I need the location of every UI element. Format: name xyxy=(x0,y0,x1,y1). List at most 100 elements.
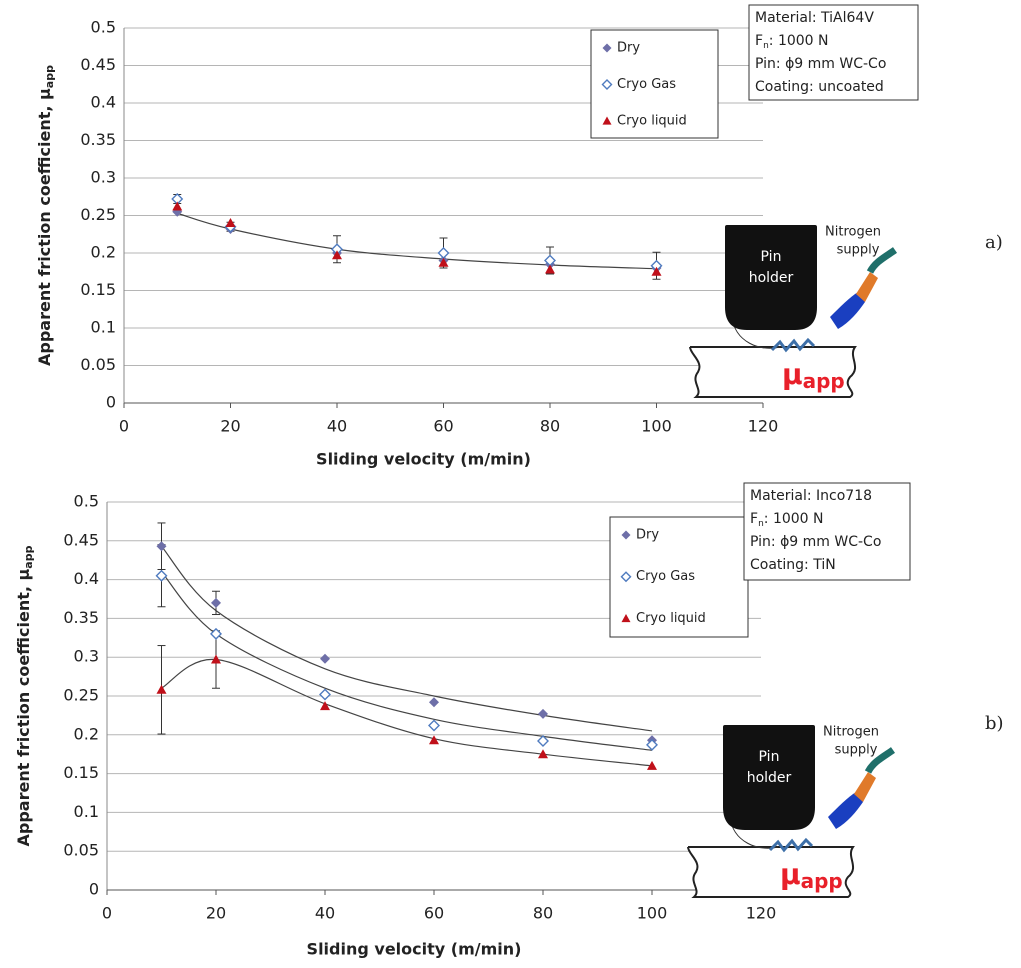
x-axis-label: Sliding velocity (m/min) xyxy=(307,940,522,959)
marker xyxy=(172,201,183,211)
contact-zone xyxy=(770,337,816,353)
x-tick-label: 100 xyxy=(637,904,668,923)
marker xyxy=(437,247,450,259)
gas-label: supply xyxy=(835,743,878,758)
x-tick-label: 80 xyxy=(540,417,560,436)
inset-diagram: Pin holder Nitrogen supply μapp xyxy=(689,225,898,398)
x-axis-label: Sliding velocity (m/min) xyxy=(316,450,531,469)
x-tick-label: 100 xyxy=(641,417,672,436)
x-tick-label: 40 xyxy=(327,417,347,436)
info-line: Coating: uncoated xyxy=(755,79,884,95)
x-tick-label: 60 xyxy=(424,904,444,923)
info-line: Fn: 1000 N xyxy=(755,33,829,51)
nozzle-orange xyxy=(856,272,878,302)
info-box xyxy=(748,4,919,101)
marker xyxy=(538,708,548,719)
info-text: Coating: uncoated xyxy=(755,79,884,95)
legend-box xyxy=(590,29,719,139)
marker xyxy=(620,571,632,583)
panel-label: a) xyxy=(985,232,1003,253)
legend-label: Cryo Gas xyxy=(617,77,676,92)
nozzle-orange xyxy=(854,772,876,802)
legend-label: Cryo liquid xyxy=(617,114,687,129)
y-tick-label: 0.1 xyxy=(91,318,116,337)
marker xyxy=(320,701,330,711)
y-tick-label: 0 xyxy=(89,880,99,899)
info-text: F xyxy=(755,33,763,49)
workpiece xyxy=(689,346,857,398)
marker xyxy=(647,760,657,770)
y-tick-label: 0.45 xyxy=(63,530,99,549)
info-rest: : 1000 N xyxy=(769,33,829,49)
marker xyxy=(429,697,439,708)
marker xyxy=(428,719,440,732)
marker xyxy=(210,627,222,640)
x-tick-label: 120 xyxy=(748,417,779,436)
pin-label: Pin xyxy=(759,749,780,765)
y-tick-label: 0.35 xyxy=(80,130,116,149)
x-tick-label: 40 xyxy=(315,904,335,923)
trend-line xyxy=(161,545,653,732)
legend-label: Dry xyxy=(636,528,659,543)
marker xyxy=(211,654,221,664)
marker xyxy=(538,749,548,759)
y-tick-label: 0.1 xyxy=(74,802,99,821)
info-text: F xyxy=(750,511,758,527)
y-axis-label: Apparent friction coefficient, μapp xyxy=(14,545,36,846)
info-text: Material: TiAl64V xyxy=(755,10,874,26)
y-tick-label: 0.05 xyxy=(63,841,99,860)
y-tick-label: 0.25 xyxy=(80,205,116,224)
info-line: Pin: ϕ9 mm WC-Co xyxy=(750,534,881,550)
nozzle-blue xyxy=(828,792,863,829)
x-tick-label: 0 xyxy=(119,417,129,436)
mu-sub: app xyxy=(803,369,845,393)
pin-label: holder xyxy=(747,770,792,786)
info-line: Fn: 1000 N xyxy=(750,511,824,529)
y-axis-label-main: Apparent friction coefficient, μ xyxy=(35,88,54,366)
y-tick-label: 0.3 xyxy=(91,168,116,187)
y-axis-label-main: Apparent friction coefficient, μ xyxy=(14,568,33,846)
legend-box xyxy=(609,516,749,638)
mu-sub: app xyxy=(801,869,843,893)
marker xyxy=(621,530,631,540)
hose xyxy=(866,247,898,274)
hose xyxy=(864,747,896,774)
y-axis-label: Apparent friction coefficient, μapp xyxy=(35,65,57,366)
info-rest: : 1000 N xyxy=(764,511,824,527)
y-tick-label: 0.05 xyxy=(80,355,116,374)
gas-label: supply xyxy=(837,243,880,258)
mu-main: μ xyxy=(782,358,803,391)
x-tick-label: 80 xyxy=(533,904,553,923)
y-axis-label-sub: app xyxy=(22,545,35,568)
nozzle-blue xyxy=(830,292,865,329)
marker xyxy=(319,688,331,701)
marker xyxy=(211,597,221,608)
y-tick-label: 0.4 xyxy=(74,569,99,588)
marker xyxy=(225,218,236,227)
marker xyxy=(646,738,658,751)
marker xyxy=(155,569,168,582)
marker xyxy=(332,250,342,260)
info-text: Pin: ϕ9 mm WC-Co xyxy=(755,56,886,72)
y-tick-label: 0.15 xyxy=(80,280,116,299)
y-axis-label-sub: app xyxy=(43,65,56,88)
mu-label: μapp xyxy=(782,358,845,393)
y-tick-label: 0.35 xyxy=(63,608,99,627)
info-line: Coating: TiN xyxy=(750,557,836,573)
chart: 0 0.05 0.1 0.15 0.2 0.25 0.3 0.35 0.4 0.45 0.5 0 20 4… xyxy=(35,4,1003,469)
x-tick-label: 60 xyxy=(433,417,453,436)
marker xyxy=(545,264,555,274)
marker xyxy=(621,613,631,623)
gas-label: Nitrogen xyxy=(825,225,881,240)
info-line: Material: Inco718 xyxy=(750,488,872,504)
info-text: Pin: ϕ9 mm WC-Co xyxy=(750,534,881,550)
mu-label: μapp xyxy=(780,858,843,893)
info-box xyxy=(743,482,911,581)
x-tick-label: 0 xyxy=(102,904,112,923)
y-tick-label: 0.5 xyxy=(91,18,116,37)
marker xyxy=(156,684,167,694)
info-line: Pin: ϕ9 mm WC-Co xyxy=(755,56,886,72)
panel-label: b) xyxy=(985,713,1004,734)
marker xyxy=(429,735,439,745)
